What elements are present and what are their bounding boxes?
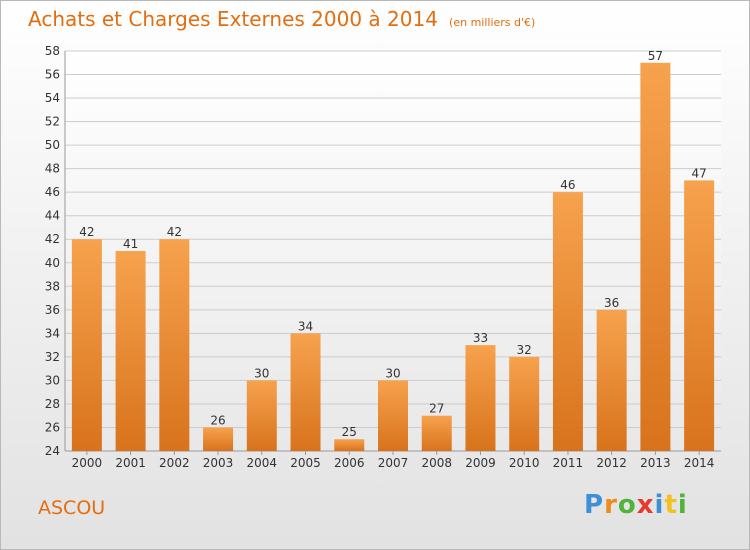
x-tick-label-2005: 2005	[290, 456, 321, 470]
data-label-2002: 42	[167, 225, 182, 239]
x-tick-label-2002: 2002	[159, 456, 190, 470]
logo-letter: i	[677, 490, 688, 520]
x-tick-label-2009: 2009	[465, 456, 496, 470]
y-tick-label: 44	[45, 209, 60, 223]
data-label-2010: 32	[517, 343, 532, 357]
data-label-2006: 25	[342, 425, 357, 439]
y-tick-label: 58	[45, 44, 60, 58]
data-label-2003: 26	[210, 413, 225, 427]
y-tick-label: 46	[45, 185, 60, 199]
x-tick-label-2013: 2013	[640, 456, 671, 470]
y-tick-label: 42	[45, 232, 60, 246]
bar-2008	[421, 415, 452, 451]
data-label-2008: 27	[429, 402, 444, 416]
bar-2000	[71, 239, 102, 451]
x-tick-label-2006: 2006	[334, 456, 365, 470]
x-tick-label-2010: 2010	[509, 456, 540, 470]
x-tick-label-2011: 2011	[553, 456, 584, 470]
bar-2006	[334, 439, 365, 451]
data-label-2012: 36	[604, 296, 619, 310]
y-axis-ticks: 24 26 28 30 32 34 36 38 40 42 44 46 48 50 52 54 56 58	[45, 44, 60, 458]
bar-2001	[115, 251, 146, 451]
chart-title-block: Achats et Charges Externes 2000 à 2014 (…	[28, 7, 535, 31]
chart-subtitle: (en milliers d'€)	[449, 16, 536, 29]
chart-title: Achats et Charges Externes 2000 à 2014	[28, 7, 438, 31]
x-tick-label-2014: 2014	[684, 456, 715, 470]
logo-letter: r	[604, 490, 618, 520]
y-tick-label: 24	[45, 444, 60, 458]
data-labels: 42 41 42 26 30 34 25 30 27 33 32 46 36 57 47	[79, 49, 707, 439]
y-tick-label: 52	[45, 115, 60, 129]
y-tick-label: 38	[45, 279, 60, 293]
x-tick-label-2004: 2004	[247, 456, 278, 470]
x-tick-label-2012: 2012	[596, 456, 627, 470]
bar-2005	[290, 333, 321, 451]
bars	[71, 62, 715, 452]
x-tick-label-2007: 2007	[378, 456, 409, 470]
bar-2007	[378, 380, 408, 451]
data-label-2000: 42	[79, 225, 94, 239]
bar-2012	[596, 309, 627, 451]
y-tick-label: 26	[45, 420, 60, 434]
logo-letter: P	[584, 490, 605, 520]
x-tick-label-2000: 2000	[72, 456, 103, 470]
y-tick-label: 36	[45, 303, 60, 317]
data-label-2011: 46	[560, 178, 575, 192]
bar-2004	[246, 380, 277, 451]
data-label-2001: 41	[123, 237, 138, 251]
logo-letter: x	[636, 490, 655, 520]
x-tick-label-2003: 2003	[203, 456, 234, 470]
data-label-2009: 33	[473, 331, 488, 345]
y-tick-label: 40	[45, 256, 60, 270]
y-tick-label: 56	[45, 68, 60, 82]
y-tick-label: 48	[45, 162, 60, 176]
data-label-2004: 30	[254, 366, 269, 380]
bar-2002	[159, 239, 190, 451]
x-tick-label-2001: 2001	[115, 456, 146, 470]
data-label-2005: 34	[298, 319, 313, 333]
data-label-2014: 47	[691, 166, 706, 180]
x-tick-label-2008: 2008	[421, 456, 452, 470]
y-tick-label: 28	[45, 397, 60, 411]
y-tick-label: 30	[45, 373, 60, 387]
logo-letter: i	[654, 490, 665, 520]
proxiti-logo: Proxiti	[584, 490, 688, 520]
bar-2011	[552, 192, 583, 452]
data-label-2007: 30	[385, 366, 400, 380]
bar-2010	[509, 356, 540, 451]
logo-letter: o	[617, 490, 637, 520]
bar-2003	[203, 427, 234, 451]
bar-2013	[640, 62, 671, 451]
y-tick-label: 50	[45, 138, 60, 152]
y-tick-label: 54	[45, 91, 60, 105]
logo-letter: t	[664, 490, 678, 520]
bar-2014	[684, 180, 715, 452]
bar-2009	[465, 345, 496, 451]
y-tick-label: 32	[45, 350, 60, 364]
y-tick-label: 34	[45, 326, 60, 340]
data-label-2013: 57	[648, 49, 663, 63]
x-axis-ticks: 2000 2001 2002 2003 2004 2005 2006 2007 2008 2009…	[72, 451, 715, 470]
commune-name: ASCOU	[38, 497, 106, 519]
